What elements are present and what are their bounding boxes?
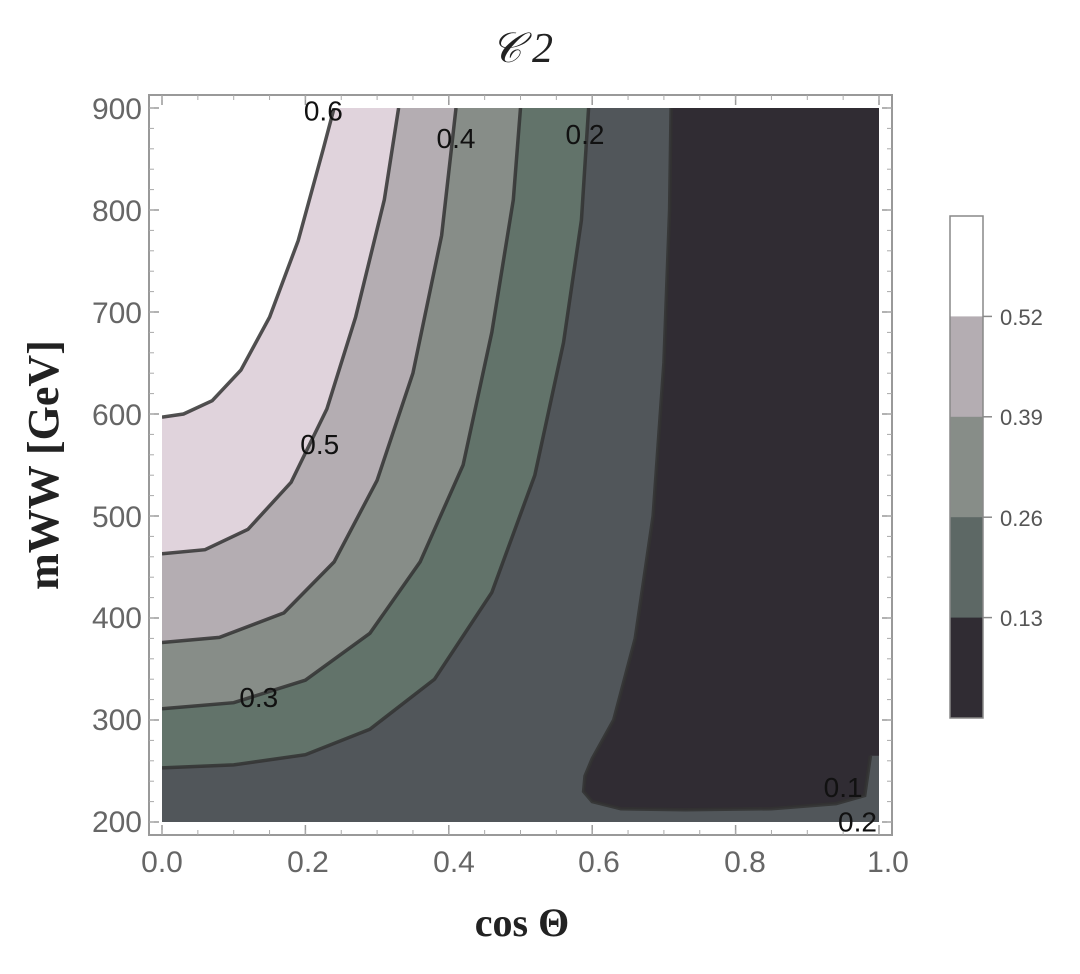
contour-line-0-3 — [162, 108, 523, 711]
contour-label: 0.6 — [304, 95, 343, 126]
colorbar-band — [950, 517, 983, 619]
contour-band-0-1 — [583, 108, 879, 810]
contour-label: 0.1 — [824, 772, 863, 803]
y-tick-label: 500 — [92, 501, 142, 534]
colorbar-frame — [949, 215, 984, 719]
chart-title: 𝒞 2 — [491, 26, 553, 72]
contour-lines — [162, 108, 873, 812]
x-tick-label: 0.2 — [287, 846, 329, 879]
contour-label: 0.4 — [437, 123, 476, 154]
contour-line-0-2 — [162, 108, 591, 770]
contour-label: 0.2 — [566, 119, 605, 150]
x-tick-label: 0.8 — [724, 846, 766, 879]
plot-area — [162, 108, 879, 822]
y-tick-label: 900 — [92, 93, 142, 126]
x-tick-label: 0.4 — [433, 846, 475, 879]
colorbar-band — [950, 617, 983, 719]
colorbar-band — [950, 316, 983, 418]
colorbar-tick-label: 0.39 — [1000, 405, 1043, 430]
contour-line-0-1 — [581, 108, 873, 812]
colorbar-band — [950, 216, 983, 317]
colorbar-tick-label: 0.26 — [1000, 506, 1043, 531]
y-tick-label: 200 — [92, 806, 142, 839]
y-tick-label: 700 — [92, 297, 142, 330]
x-tick-labels: 0.0 0.2 0.4 0.6 0.8 1.0 — [141, 846, 909, 879]
y-tick-label: 300 — [92, 704, 142, 737]
colorbar-tick-marks — [983, 315, 992, 619]
y-tick-labels: 200 300 400 500 600 700 800 900 — [92, 93, 142, 839]
x-axis-label: cos Θ — [475, 900, 569, 945]
contour-label: 0.3 — [239, 682, 278, 713]
contour-line-0-6 — [162, 108, 336, 419]
contour-label: 0.5 — [300, 429, 339, 460]
x-tick-label: 1.0 — [867, 846, 909, 879]
contour-line-0-4 — [162, 108, 458, 645]
colorbar-bands — [950, 216, 983, 719]
contour-labels: 0.60.4 0.20.50.30.10.2 — [239, 95, 877, 837]
y-tick-label: 400 — [92, 602, 142, 635]
colorbar-tick-label: 0.52 — [1000, 305, 1043, 330]
x-tick-label: 0.0 — [141, 846, 183, 879]
contour-label: 0.2 — [838, 806, 877, 837]
contour-line-0-5 — [162, 108, 401, 556]
y-tick-label: 800 — [92, 195, 142, 228]
y-axis-label: mWW [GeV] — [19, 340, 68, 590]
tick-marks — [149, 95, 892, 835]
contour-bands — [162, 108, 879, 822]
colorbar: 0.52 0.39 0.26 0.13 — [949, 215, 1043, 719]
colorbar-band — [950, 416, 983, 518]
colorbar-tick-label: 0.13 — [1000, 606, 1043, 631]
x-tick-label: 0.6 — [578, 846, 620, 879]
y-tick-label: 600 — [92, 399, 142, 432]
